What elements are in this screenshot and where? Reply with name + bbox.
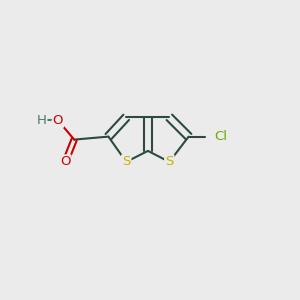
Text: S: S [165,155,173,168]
Text: H: H [37,114,46,127]
Text: Cl: Cl [214,130,227,143]
Text: S: S [122,155,130,168]
Text: O: O [52,114,63,127]
Text: -: - [47,113,52,126]
Text: O: O [60,155,70,168]
